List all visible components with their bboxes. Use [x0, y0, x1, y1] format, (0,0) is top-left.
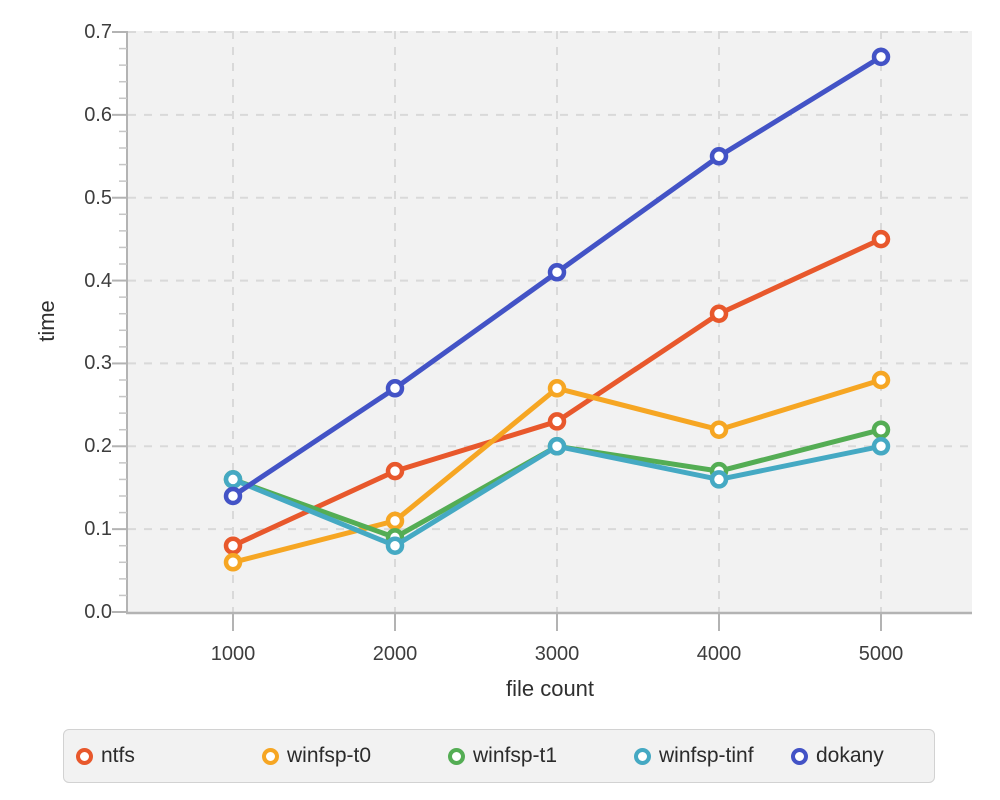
legend-marker-icon: [262, 747, 279, 765]
legend-marker-icon: [448, 747, 465, 765]
data-point-dokany-4000: [709, 147, 729, 166]
y-tick-label: 0.7: [84, 21, 112, 43]
legend-item-ntfs: ntfs: [76, 744, 262, 768]
legend-label: winfsp-t1: [473, 744, 558, 767]
data-point-dokany-2000: [385, 379, 405, 398]
legend-item-dokany: dokany: [791, 744, 884, 768]
x-tick-label: 5000: [858, 643, 904, 665]
x-tick-label: 2000: [372, 643, 418, 665]
legend-item-winfsp-t0: winfsp-t0: [262, 744, 448, 768]
legend-marker-icon: [76, 747, 93, 765]
data-point-ntfs-5000: [871, 229, 891, 249]
data-point-ntfs-4000: [709, 304, 729, 323]
data-point-winfsp-t0-2000: [385, 511, 405, 531]
y-axis-label: time: [34, 300, 59, 342]
data-point-winfsp-tinf-1000: [223, 470, 243, 489]
x-tick-label: 3000: [534, 643, 580, 665]
legend-marker-icon: [634, 747, 651, 765]
x-tick-label: 1000: [210, 643, 256, 665]
data-point-ntfs-1000: [223, 536, 243, 555]
data-point-winfsp-t0-4000: [709, 420, 729, 439]
data-point-winfsp-t0-1000: [223, 553, 243, 572]
data-point-winfsp-t1-5000: [871, 420, 891, 439]
legend-item-winfsp-tinf: winfsp-tinf: [634, 744, 791, 768]
data-point-dokany-3000: [547, 263, 567, 282]
data-point-ntfs-3000: [547, 412, 567, 431]
data-point-winfsp-t0-3000: [547, 379, 567, 398]
legend-label: dokany: [816, 744, 884, 767]
legend-label: winfsp-t0: [287, 744, 372, 767]
data-point-ntfs-2000: [385, 461, 405, 481]
legend-marker-icon: [791, 747, 808, 765]
x-tick-label: 4000: [696, 643, 742, 665]
data-point-winfsp-t0-5000: [871, 370, 891, 390]
legend-label: ntfs: [101, 744, 135, 767]
y-tick-label: 0.1: [84, 518, 112, 541]
data-point-winfsp-tinf-5000: [871, 437, 891, 456]
y-tick-label: 0.2: [84, 435, 112, 458]
y-tick-label: 0.4: [84, 269, 112, 292]
legend: ntfs winfsp-t0 winfsp-t1 winfsp-tinf dokany: [63, 729, 935, 783]
data-point-dokany-5000: [871, 47, 891, 67]
y-tick-label: 0.6: [84, 103, 112, 126]
plot-background: [128, 31, 972, 612]
data-point-winfsp-tinf-4000: [709, 470, 729, 489]
data-point-winfsp-tinf-2000: [385, 536, 405, 555]
data-point-winfsp-tinf-3000: [547, 437, 567, 456]
x-axis-label: file count: [505, 676, 595, 701]
legend-item-winfsp-t1: winfsp-t1: [448, 744, 634, 768]
data-point-dokany-1000: [223, 486, 243, 506]
y-tick-label: 0.5: [84, 186, 112, 209]
legend-label: winfsp-tinf: [659, 744, 754, 767]
y-tick-label: 0.0: [84, 601, 112, 623]
y-tick-label: 0.3: [84, 352, 112, 375]
plot-area: [112, 31, 972, 631]
